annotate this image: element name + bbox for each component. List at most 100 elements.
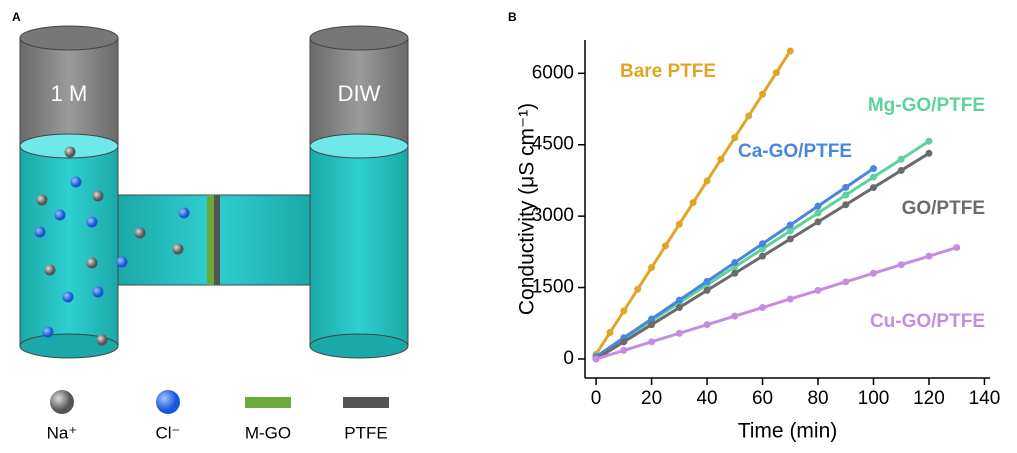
data-point (745, 112, 753, 120)
data-point (689, 199, 697, 207)
ion (178, 207, 190, 219)
legend-label: Na⁺ (47, 423, 78, 442)
data-point (869, 269, 877, 277)
series-label: Cu-GO/PTFE (870, 311, 985, 332)
x-tick-label: 80 (807, 388, 828, 409)
data-point (772, 69, 780, 77)
x-axis-label: Time (min) (738, 420, 838, 443)
ion (42, 326, 54, 338)
data-point (814, 202, 822, 210)
cylinder-base (309, 333, 409, 359)
data-point (648, 338, 656, 346)
data-point (842, 191, 850, 199)
cylinder-rim (19, 25, 119, 51)
data-point (717, 155, 725, 163)
series-label: Bare PTFE (620, 61, 716, 82)
data-point (953, 244, 961, 252)
data-point (786, 221, 794, 229)
ion (86, 216, 98, 228)
series-label: Mg-GO/PTFE (868, 95, 985, 116)
ion (36, 194, 48, 206)
data-point (814, 218, 822, 226)
cylinder-top (19, 37, 119, 147)
legend: Na⁺ Cl⁻ M-GO PTFE (47, 390, 389, 442)
ion (116, 256, 128, 268)
ion (62, 291, 74, 303)
ion (44, 264, 56, 276)
legend-label: PTFE (344, 423, 387, 442)
data-point (703, 286, 711, 294)
legend-icon (50, 390, 74, 414)
ions (34, 146, 190, 346)
x-tick-label: 120 (913, 388, 945, 409)
data-point (648, 321, 656, 329)
data-point (606, 329, 614, 337)
data-point (620, 307, 628, 315)
ion (134, 227, 146, 239)
data-point (620, 338, 628, 346)
liquid-surface (309, 133, 409, 159)
data-point (759, 252, 767, 260)
series-label: Ca-GO/PTFE (738, 141, 852, 162)
data-point (731, 134, 739, 142)
data-point (786, 235, 794, 243)
x-tick-label: 20 (641, 388, 662, 409)
data-point (925, 149, 933, 157)
x-tick-label: 0 (591, 388, 602, 409)
data-point (759, 90, 767, 98)
data-point (703, 321, 711, 329)
data-point (869, 173, 877, 181)
x-tick-label: 100 (858, 388, 890, 409)
data-point (897, 261, 905, 269)
y-tick-label: 3000 (532, 205, 574, 226)
data-point (897, 166, 905, 174)
data-point (814, 286, 822, 294)
data-point (814, 209, 822, 217)
data-point (703, 177, 711, 185)
liquid-surface (19, 133, 119, 159)
legend-icon (343, 397, 389, 408)
y-tick-label: 6000 (532, 62, 574, 83)
panel-label: A (12, 10, 21, 24)
data-point (925, 252, 933, 260)
x-tick-label: 40 (696, 388, 717, 409)
ion (54, 209, 66, 221)
cylinder-top (309, 37, 409, 147)
data-point (786, 47, 794, 55)
legend-icon (156, 390, 180, 414)
data-point (675, 329, 683, 337)
data-point (634, 285, 642, 293)
data-point (592, 355, 600, 363)
data-point (731, 312, 739, 320)
membrane-mgo (207, 195, 214, 285)
data-point (759, 240, 767, 248)
x-tick-label: 60 (752, 388, 773, 409)
data-point (648, 315, 656, 323)
cylinder-rim (309, 25, 409, 51)
ion (64, 146, 76, 158)
data-point (661, 242, 669, 250)
legend-icon (245, 397, 291, 408)
data-point (620, 346, 628, 354)
cylinder-base (19, 333, 119, 359)
ion (92, 286, 104, 298)
data-point (731, 269, 739, 277)
data-point (675, 304, 683, 312)
panel-label: B (508, 10, 517, 24)
series-line (595, 246, 958, 361)
data-point (675, 296, 683, 304)
cylinder (309, 145, 409, 347)
data-point (703, 277, 711, 285)
membrane-ptfe (214, 195, 220, 285)
cylinder (19, 145, 119, 347)
ion (70, 176, 82, 188)
data-point (759, 304, 767, 312)
data-point (786, 227, 794, 235)
ion (86, 257, 98, 269)
data-point (731, 259, 739, 267)
left-label: 1 M (51, 81, 88, 106)
ion (172, 243, 184, 255)
data-point (897, 155, 905, 163)
data-point (759, 245, 767, 253)
data-point (675, 220, 683, 228)
